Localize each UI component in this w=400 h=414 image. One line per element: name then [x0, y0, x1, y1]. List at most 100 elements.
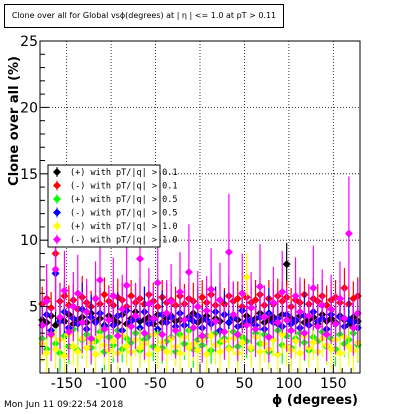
- data-point-s4: [247, 343, 256, 352]
- data-point-s5: [64, 327, 73, 336]
- data-point-s5: [349, 323, 358, 332]
- data-point-s5: [309, 284, 318, 293]
- legend-marker: [53, 235, 61, 244]
- data-point-s4: [109, 337, 118, 346]
- data-point-s5: [87, 334, 96, 343]
- data-point-s5: [273, 318, 282, 327]
- data-point-s4: [207, 331, 216, 340]
- data-point-s4: [291, 337, 300, 346]
- data-point-s4: [344, 342, 353, 351]
- legend-label: (+) with pT/|q| > 0.1: [70, 168, 177, 178]
- data-point-s4: [69, 342, 78, 351]
- data-point-s5: [344, 229, 353, 238]
- legend-box: [47, 164, 161, 248]
- y-tick-label: 5: [29, 300, 38, 316]
- data-point-s5: [109, 291, 118, 300]
- data-point-s4: [96, 333, 104, 342]
- data-point-s5: [73, 289, 82, 298]
- data-point-s5: [96, 276, 104, 285]
- data-point-s5: [304, 311, 313, 320]
- legend-label: (-) with pT/|q| > 0.5: [70, 209, 177, 219]
- data-point-s5: [318, 301, 327, 310]
- data-point-s4: [82, 343, 91, 352]
- data-point-s1: [322, 301, 331, 310]
- data-point-s5: [118, 305, 127, 314]
- data-point-s4: [176, 349, 184, 358]
- data-point-s4: [73, 347, 82, 356]
- data-point-s4: [273, 350, 282, 359]
- data-point-s5: [313, 322, 322, 331]
- data-point-s5: [251, 325, 260, 334]
- data-point-s5: [247, 303, 256, 312]
- y-axis-title: Clone over all (%): [7, 56, 22, 186]
- data-point-s5: [282, 315, 291, 324]
- data-point-s5: [198, 331, 207, 340]
- data-point-s5: [184, 268, 193, 277]
- legend-label: (+) with pT/|q| > 0.5: [70, 195, 177, 205]
- legend-marker: [53, 181, 61, 190]
- data-point-s5: [238, 289, 247, 298]
- data-point-s4: [122, 342, 131, 351]
- data-point-s5: [167, 297, 176, 306]
- legend-marker: [53, 208, 61, 217]
- data-point-s4: [184, 343, 193, 352]
- data-point-s5: [131, 311, 140, 320]
- data-point-s5: [100, 325, 109, 334]
- data-point-s5: [242, 321, 251, 330]
- data-point-s5: [269, 298, 278, 307]
- data-point-s1: [198, 293, 207, 302]
- data-point-s5: [56, 313, 64, 322]
- data-point-s4: [242, 273, 251, 282]
- x-tick-label: 100: [276, 376, 303, 392]
- y-tick-label: 25: [20, 34, 38, 50]
- data-point-s5: [233, 330, 242, 339]
- data-point-s5: [127, 322, 136, 331]
- data-point-s5: [122, 281, 131, 290]
- data-point-s5: [140, 329, 149, 338]
- data-point-s5: [158, 330, 167, 339]
- data-point-s4: [153, 345, 162, 354]
- data-point-s5: [216, 295, 224, 304]
- x-tick-label: -50: [144, 376, 167, 392]
- chart-title-box: Clone over all for Global vsϕ(degrees) a…: [4, 4, 284, 28]
- data-point-s5: [207, 285, 216, 294]
- data-point-s4: [327, 345, 336, 354]
- data-point-s1: [233, 294, 242, 303]
- data-point-s5: [149, 314, 158, 323]
- y-tick-labels: 5 10 15 20 25: [20, 34, 38, 316]
- data-point-s5: [42, 297, 51, 306]
- data-point-s5: [82, 307, 91, 316]
- data-point-s5: [278, 287, 287, 296]
- x-tick-label: 150: [320, 376, 347, 392]
- data-point-s0: [282, 260, 291, 269]
- x-axis-title: ϕ (degrees): [272, 393, 358, 408]
- data-point-s4: [60, 351, 69, 360]
- data-point-s4: [336, 349, 344, 358]
- data-point-s5: [327, 305, 336, 314]
- legend: (+) with pT/|q| > 0.1 (-) with pT/|q| > 0…: [47, 164, 177, 248]
- data-point-s4: [51, 345, 60, 354]
- axis-ticks: [40, 40, 352, 374]
- data-point-s1: [100, 290, 109, 299]
- data-point-s5: [331, 319, 340, 328]
- timestamp-footer: Mon Jun 11 09:22:54 2018: [4, 400, 124, 410]
- data-point-s5: [113, 331, 122, 340]
- data-point-s5: [136, 254, 144, 263]
- data-point-s5: [336, 294, 344, 303]
- chart-title: Clone over all for Global vsϕ(degrees) a…: [11, 11, 277, 20]
- data-point-s5: [296, 307, 304, 316]
- data-point-s4: [238, 338, 247, 347]
- legend-marker: [53, 168, 61, 176]
- data-point-s5: [224, 248, 233, 257]
- data-point-s4: [42, 349, 51, 358]
- legend-label: (-) with pT/|q| > 0.1: [70, 182, 177, 192]
- data-point-s5: [189, 323, 198, 332]
- data-point-s5: [171, 326, 180, 335]
- data-point-s4: [224, 345, 233, 354]
- data-point-s5: [60, 286, 69, 295]
- data-point-s5: [229, 310, 238, 319]
- legend-marker: [53, 195, 61, 203]
- data-point-s5: [220, 327, 229, 336]
- x-tick-labels: -150 -100 -50 0 50 100 150: [51, 376, 347, 392]
